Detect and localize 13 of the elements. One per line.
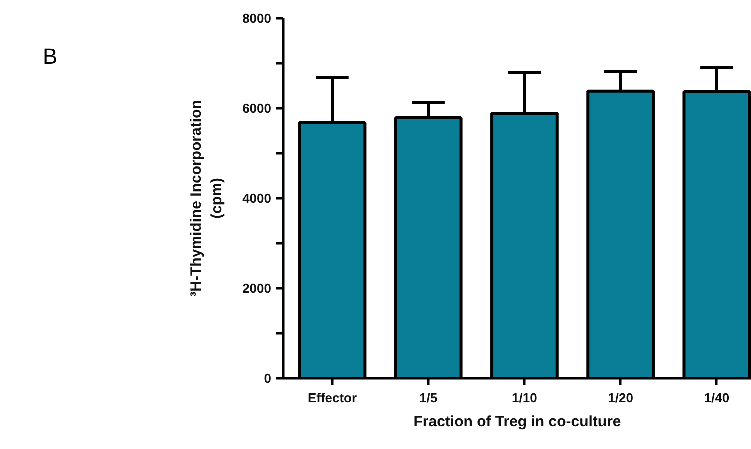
- y-tick-label: 8000: [242, 11, 272, 26]
- x-axis-title: Fraction of Treg in co-culture: [414, 414, 622, 430]
- text: B: [43, 43, 58, 71]
- y-tick-label: 0: [264, 371, 272, 386]
- x-tick-label: 1/5: [420, 390, 438, 406]
- x-tick-label: 1/40: [704, 390, 730, 406]
- x-tick-label: Effector: [308, 390, 358, 406]
- y-axis-title: ³H-Thymidine Incorporation (cpm): [188, 100, 226, 297]
- x-tick-label: 1/10: [512, 390, 538, 406]
- x-tick-label: 1/20: [608, 390, 634, 406]
- y-tick-label: 4000: [242, 191, 272, 206]
- y-tick-label: 6000: [242, 101, 272, 116]
- y-tick-label: 2000: [242, 281, 272, 296]
